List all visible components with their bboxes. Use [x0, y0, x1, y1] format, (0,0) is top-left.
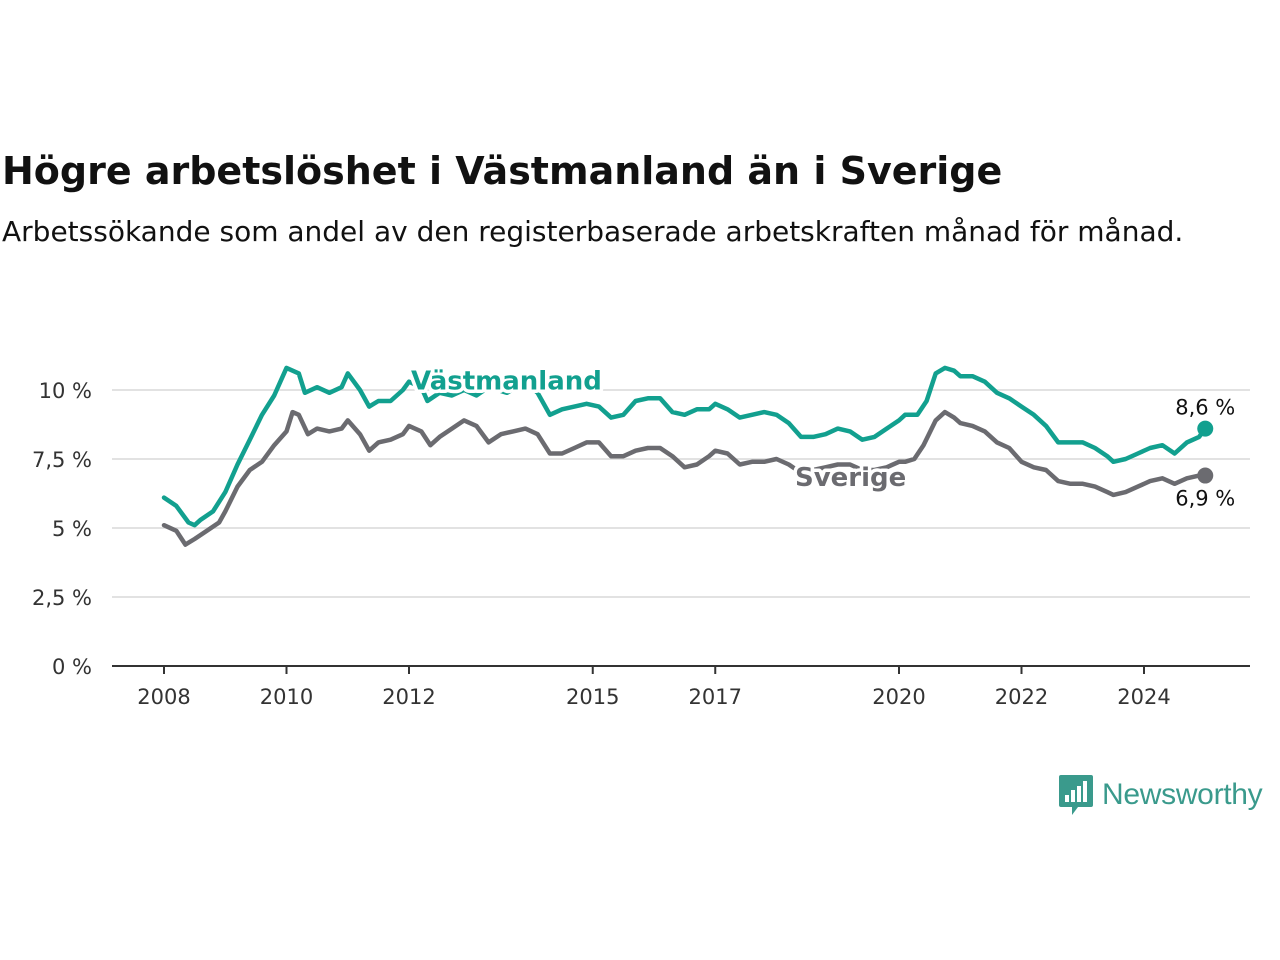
x-axis-ticks: 2008 2010 2012 2015 2017 2020 2022 2024 — [112, 665, 1250, 709]
y-tick-label: 0 % — [52, 655, 92, 679]
y-tick-label: 7,5 % — [32, 448, 92, 472]
x-tick-label: 2024 — [1117, 685, 1170, 709]
y-axis-ticks: 0 % 2,5 % 5 % 7,5 % 10 % — [32, 379, 92, 679]
y-tick-label: 2,5 % — [32, 586, 92, 610]
newsworthy-logo-text: Newsworthy — [1102, 778, 1263, 811]
x-tick-label: 2017 — [689, 685, 742, 709]
y-tick-label: 5 % — [52, 517, 92, 541]
grid-lines — [112, 389, 1250, 598]
newsworthy-bar-chart-icon — [1059, 775, 1093, 815]
series-label-sverige: Sverige — [795, 463, 906, 493]
series-line-vastmanland — [161, 365, 1208, 528]
y-tick-label: 10 % — [39, 379, 92, 403]
x-tick-label: 2010 — [260, 685, 313, 709]
series-label-vastmanland: Västmanland — [411, 366, 602, 396]
x-tick-label: 2022 — [995, 685, 1048, 709]
series-end-point-vastmanland — [1197, 420, 1214, 437]
series-end-point-sverige — [1197, 467, 1214, 484]
x-tick-label: 2020 — [872, 685, 925, 709]
line-chart: 0 % 2,5 % 5 % 7,5 % 10 % 2008 2010 2012 2015 201… — [32, 363, 1250, 709]
x-tick-label: 2015 — [566, 685, 619, 709]
end-value-label-vastmanland: 8,6 % — [1175, 396, 1235, 420]
newsworthy-logo: Newsworthy — [1058, 772, 1263, 818]
series-labels: Västmanland Sverige 8,6 % 6,9 % — [408, 363, 1238, 513]
series-lines — [161, 365, 1214, 547]
end-value-label-sverige: 6,9 % — [1175, 487, 1235, 511]
x-tick-label: 2008 — [137, 685, 190, 709]
series-line-sverige — [161, 409, 1208, 547]
chart-title: Högre arbetslöshet i Västmanland än i Sv… — [2, 149, 1003, 193]
x-tick-label: 2012 — [382, 685, 435, 709]
chart-subtitle: Arbetssökande som andel av den registerb… — [2, 215, 1184, 248]
